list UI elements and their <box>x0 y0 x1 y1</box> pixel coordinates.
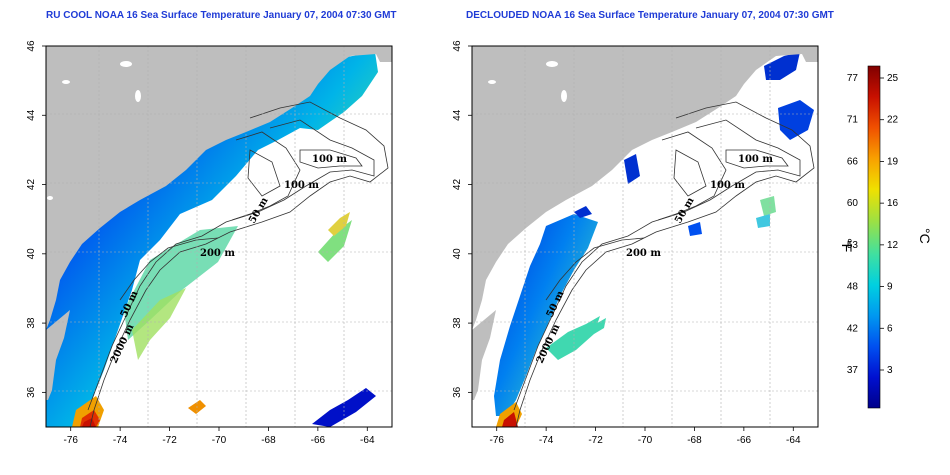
contour-label: 100 m <box>710 180 745 191</box>
lat-tick-label: 44 <box>26 109 37 121</box>
lon-tick-label: -72 <box>588 435 603 446</box>
lon-tick-label: -66 <box>311 435 326 446</box>
lat-tick-label: 46 <box>452 40 463 52</box>
sst-coverage-left <box>46 52 378 427</box>
lon-tick-label: -70 <box>638 435 653 446</box>
lat-tick-label: 44 <box>452 109 463 121</box>
lat-tick-label: 40 <box>452 248 463 260</box>
contour-label: 100 m <box>738 154 773 165</box>
land-right <box>472 46 818 330</box>
land-left <box>46 46 392 330</box>
lat-tick-label: 42 <box>26 179 37 191</box>
lon-tick-label: -64 <box>360 435 375 446</box>
fahrenheit-tick-label: 53 <box>847 240 859 251</box>
lat-tick-label: 42 <box>452 179 463 191</box>
lon-tick-label: -74 <box>113 435 128 446</box>
fahrenheit-tick-label: 48 <box>847 282 859 293</box>
bathymetry-contours-right <box>513 101 815 427</box>
lon-tick-label: -70 <box>212 435 227 446</box>
lon-tick-label: -74 <box>539 435 554 446</box>
fahrenheit-tick-label: 60 <box>847 198 859 209</box>
celsius-tick-label: 9 <box>887 282 893 293</box>
lon-tick-label: -64 <box>786 435 801 446</box>
right-panel-title: DECLOUDED NOAA 16 Sea Surface Temperatur… <box>466 10 834 21</box>
lat-tick-label: 40 <box>26 248 37 260</box>
contour-label: 200 m <box>200 248 235 259</box>
fahrenheit-tick-label: 71 <box>847 115 859 126</box>
celsius-tick-label: 12 <box>887 240 899 251</box>
lon-tick-label: -68 <box>261 435 276 446</box>
celsius-tick-label: 3 <box>887 365 893 376</box>
lon-tick-label: -72 <box>162 435 177 446</box>
right-map-panel: 100 m 100 m 50 m 200 m 50 m 2000 m -76 -7… <box>452 40 819 446</box>
contour-label: 200 m <box>626 248 661 259</box>
lat-tick-label: 36 <box>26 386 37 398</box>
left-map-panel: 100 m 100 m 50 m 200 m 50 m 2000 m -76 -7… <box>26 40 393 446</box>
lat-tick-label: 36 <box>452 386 463 398</box>
celsius-label: °C <box>917 228 933 244</box>
contour-label: 100 m <box>312 154 347 165</box>
fahrenheit-tick-label: 66 <box>847 156 859 167</box>
sst-coverage-right <box>494 214 598 416</box>
colorbar-scale <box>867 65 881 409</box>
celsius-tick-label: 19 <box>887 156 899 167</box>
lat-tick-label: 38 <box>26 317 37 329</box>
lat-tick-label: 46 <box>26 40 37 52</box>
lon-tick-label: -68 <box>687 435 702 446</box>
lon-tick-label: -76 <box>63 435 78 446</box>
bathymetry-contours-left <box>87 101 389 427</box>
lon-tick-label: -66 <box>737 435 752 446</box>
celsius-tick-label: 22 <box>887 115 899 126</box>
fahrenheit-label: °F <box>839 238 855 252</box>
celsius-tick-label: 6 <box>887 323 893 334</box>
temperature-colorbar: 77 71 66 60 53 48 42 37 25 22 19 16 12 9 6 3 °F °C <box>839 65 933 409</box>
lat-tick-label: 38 <box>452 317 463 329</box>
celsius-tick-label: 25 <box>887 73 899 84</box>
fahrenheit-tick-label: 37 <box>847 365 859 376</box>
celsius-tick-label: 16 <box>887 198 899 209</box>
lon-tick-label: -76 <box>489 435 504 446</box>
fahrenheit-tick-label: 42 <box>847 323 859 334</box>
fahrenheit-tick-label: 77 <box>847 73 859 84</box>
left-panel-title: RU COOL NOAA 16 Sea Surface Temperature … <box>46 10 397 21</box>
contour-label: 100 m <box>284 180 319 191</box>
